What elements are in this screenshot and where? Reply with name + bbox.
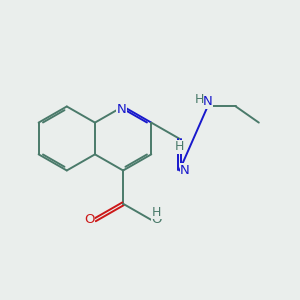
Text: N: N — [180, 164, 190, 177]
Text: O: O — [84, 213, 94, 226]
Text: H: H — [152, 206, 162, 219]
Text: H: H — [195, 93, 204, 106]
Text: N: N — [117, 103, 127, 116]
Text: O: O — [152, 213, 162, 226]
Text: N: N — [203, 95, 212, 108]
Text: H: H — [175, 140, 184, 153]
